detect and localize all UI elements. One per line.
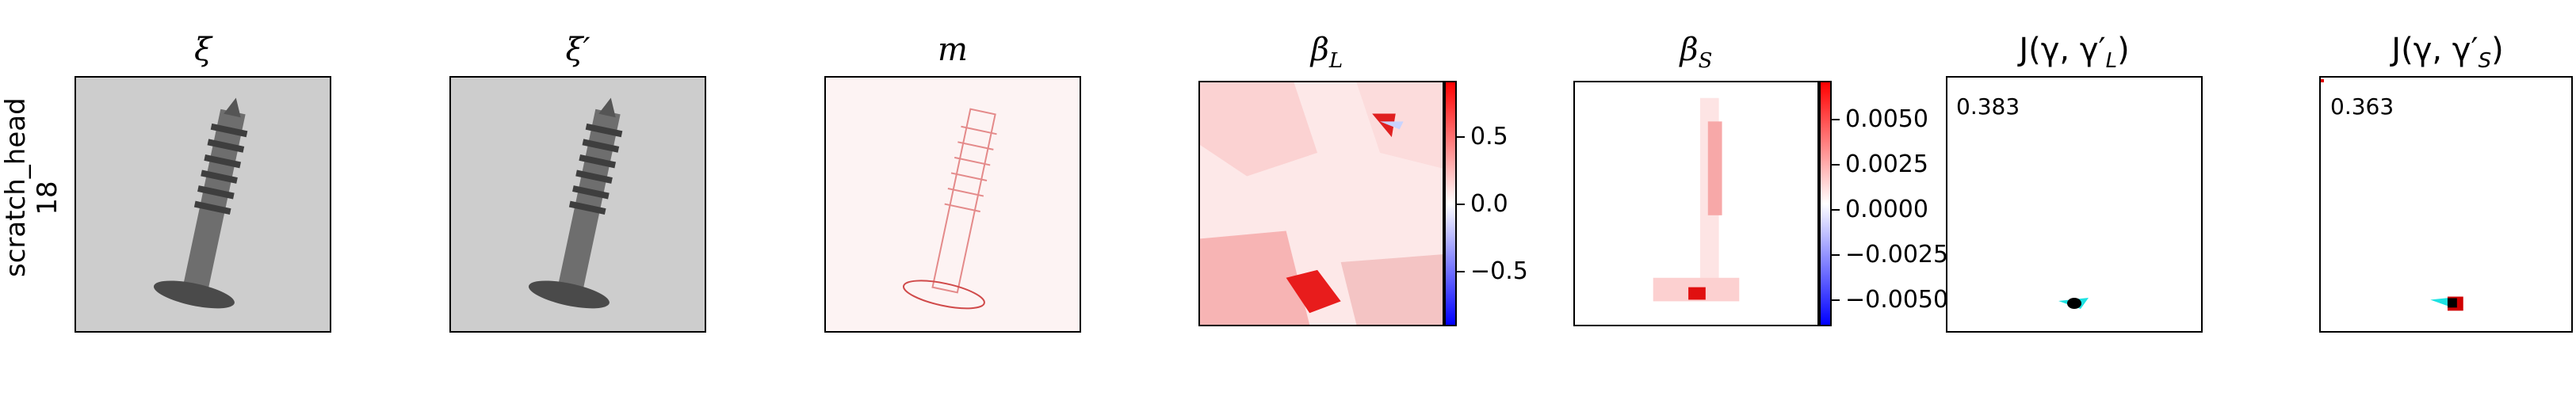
colorbar-beta-l xyxy=(1444,81,1457,326)
beta-l-map xyxy=(1200,82,1443,325)
title-j-s: J(γ, γ′S) xyxy=(2391,32,2504,73)
cbar-l-tick-0: 0.5 xyxy=(1470,123,1508,150)
screw-image-prime xyxy=(451,78,705,331)
row-label: scratch_head 18 xyxy=(0,97,63,277)
title-m: m xyxy=(938,32,968,68)
panel-j-l xyxy=(1946,76,2203,333)
panel-j-s xyxy=(2319,76,2573,333)
title-beta-s: βS xyxy=(1680,32,1713,73)
cbar-s-tick-2: 0.0000 xyxy=(1845,196,1928,223)
row-label-class: scratch_head xyxy=(0,97,32,277)
screw-image xyxy=(76,78,330,331)
row-label-index: 18 xyxy=(32,181,63,215)
cbar-s-tick-3: −0.0025 xyxy=(1845,241,1949,268)
j-l-plot xyxy=(2058,298,2089,309)
panel-xi xyxy=(75,76,331,333)
cbar-s-tick-0: 0.0050 xyxy=(1845,105,1928,133)
panel-m xyxy=(824,76,1081,333)
panel-beta-s xyxy=(1573,81,1819,326)
panel-beta-l xyxy=(1198,81,1444,326)
cbar-l-tick-1: 0.0 xyxy=(1470,190,1508,218)
cbar-s-tick-4: −0.0050 xyxy=(1845,286,1949,314)
cbar-l-tick-2: −0.5 xyxy=(1470,257,1528,285)
title-beta-l: βL xyxy=(1310,32,1343,73)
cbar-s-tick-1: 0.0025 xyxy=(1845,150,1928,178)
beta-s-map xyxy=(1575,82,1817,325)
colorbar-beta-s xyxy=(1819,81,1832,326)
score-j-l: 0.383 xyxy=(1956,93,2020,120)
mask-image xyxy=(826,78,1080,331)
j-s-plot xyxy=(2321,79,2463,311)
panel-xi-prime xyxy=(449,76,706,333)
title-xi: ξ xyxy=(193,32,212,68)
score-j-s: 0.363 xyxy=(2330,93,2394,120)
title-j-l: J(γ, γ′L) xyxy=(2019,32,2130,73)
title-xi-prime: ξ′ xyxy=(565,32,590,68)
